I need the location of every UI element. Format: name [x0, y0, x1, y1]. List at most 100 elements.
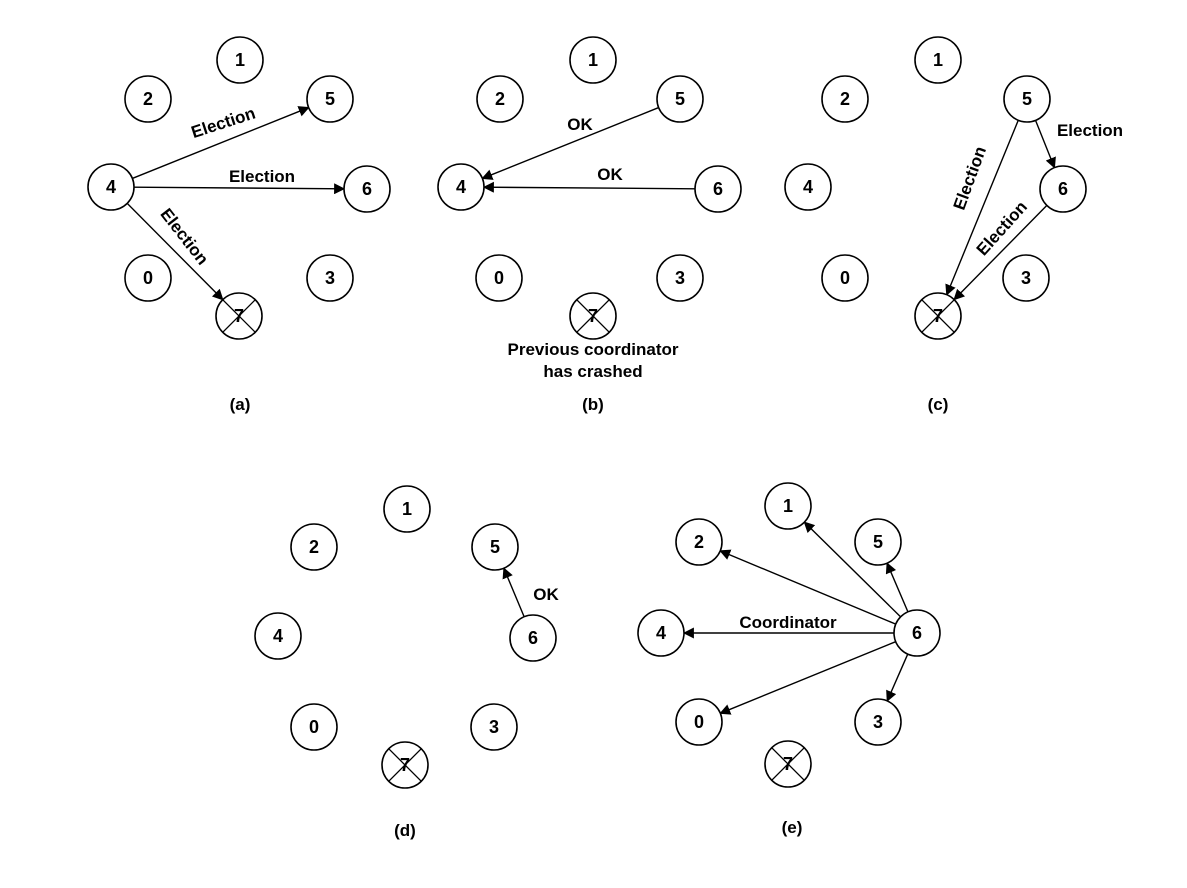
arrow-5-to-6 [1034, 120, 1056, 169]
node-label: 7 [933, 306, 943, 326]
arrow-6-to-0 [719, 641, 896, 715]
node-label: 5 [325, 89, 335, 109]
process-node-6: 6 [1039, 165, 1087, 213]
arrow-5-to-4 [481, 106, 659, 180]
process-node-5: 5 [854, 518, 902, 566]
node-label: 4 [803, 177, 813, 197]
crashed-x-mark [221, 298, 257, 334]
node-circle [306, 75, 354, 123]
edge-label-ok: OK [597, 165, 623, 184]
edge-label-election: Election [189, 104, 258, 143]
node-label: 7 [783, 754, 793, 774]
node-circle [821, 75, 869, 123]
process-node-0: 0 [675, 698, 723, 746]
node-label: 2 [143, 89, 153, 109]
node-circle [569, 36, 617, 84]
node-circle [290, 703, 338, 751]
arrow-6-to-5 [502, 567, 525, 618]
process-node-4: 4 [87, 163, 135, 211]
node-circle [656, 75, 704, 123]
node-label: 1 [588, 50, 598, 70]
node-circle [124, 75, 172, 123]
process-node-5: 5 [1003, 75, 1051, 123]
node-label: 0 [143, 268, 153, 288]
node-label: 7 [234, 306, 244, 326]
process-node-7: 7 [215, 292, 263, 340]
edge-label-ok: OK [533, 585, 559, 604]
process-node-0: 0 [821, 254, 869, 302]
node-label: 3 [489, 717, 499, 737]
node-label: 7 [400, 755, 410, 775]
node-label: 1 [402, 499, 412, 519]
edge-label-coordinator: Coordinator [739, 613, 837, 632]
crashed-x-mark [770, 746, 806, 782]
node-label: 2 [840, 89, 850, 109]
panel-label: (d) [394, 821, 416, 840]
process-node-7: 7 [569, 292, 617, 340]
node-circle [254, 612, 302, 660]
node-label: 3 [675, 268, 685, 288]
arrow-6-to-7 [953, 204, 1048, 301]
panel-label: (e) [782, 818, 803, 837]
process-node-0: 0 [475, 254, 523, 302]
arrow-4-to-6 [133, 183, 346, 195]
node-circle [383, 485, 431, 533]
node-label: 2 [309, 537, 319, 557]
node-label: 3 [1021, 268, 1031, 288]
edge-label-election: Election [156, 205, 212, 269]
node-label: 3 [873, 712, 883, 732]
node-label: 4 [273, 626, 283, 646]
node-circle [343, 165, 391, 213]
process-node-2: 2 [290, 523, 338, 571]
node-label: 4 [656, 623, 666, 643]
process-node-5: 5 [656, 75, 704, 123]
panel-label: (a) [230, 395, 251, 414]
node-label: 6 [912, 623, 922, 643]
arrow-6-to-5 [885, 562, 909, 613]
edge-label-ok: OK [567, 115, 593, 134]
node-circle [471, 523, 519, 571]
process-node-6: 6 [509, 614, 557, 662]
node-label: 6 [713, 179, 723, 199]
process-node-5: 5 [306, 75, 354, 123]
node-circle [675, 518, 723, 566]
process-node-6: 6 [694, 165, 742, 213]
node-circle [764, 482, 812, 530]
crashed-x-mark [575, 298, 611, 334]
process-node-2: 2 [476, 75, 524, 123]
process-node-1: 1 [764, 482, 812, 530]
process-node-2: 2 [675, 518, 723, 566]
node-circle [675, 698, 723, 746]
node-label: 0 [309, 717, 319, 737]
process-node-4: 4 [637, 609, 685, 657]
node-circle [637, 609, 685, 657]
process-node-0: 0 [124, 254, 172, 302]
node-circle [893, 609, 941, 657]
node-circle [476, 75, 524, 123]
node-circle [216, 36, 264, 84]
node-circle [914, 36, 962, 84]
arrow-6-to-2 [719, 549, 897, 625]
panel-label: (b) [582, 395, 604, 414]
process-node-1: 1 [216, 36, 264, 84]
node-label: 6 [528, 628, 538, 648]
node-label: 6 [1058, 179, 1068, 199]
process-node-4: 4 [254, 612, 302, 660]
process-node-1: 1 [914, 36, 962, 84]
node-label: 0 [840, 268, 850, 288]
process-node-6: 6 [893, 609, 941, 657]
process-node-3: 3 [656, 254, 704, 302]
arrow-5-to-7 [945, 120, 1019, 296]
process-node-1: 1 [383, 485, 431, 533]
process-node-3: 3 [854, 698, 902, 746]
node-circle [1002, 254, 1050, 302]
arrow-6-to-3 [886, 653, 909, 702]
process-node-5: 5 [471, 523, 519, 571]
process-node-3: 3 [306, 254, 354, 302]
node-label: 0 [494, 268, 504, 288]
node-circle [854, 698, 902, 746]
node-label: 2 [495, 89, 505, 109]
node-circle [694, 165, 742, 213]
node-label: 1 [933, 50, 943, 70]
